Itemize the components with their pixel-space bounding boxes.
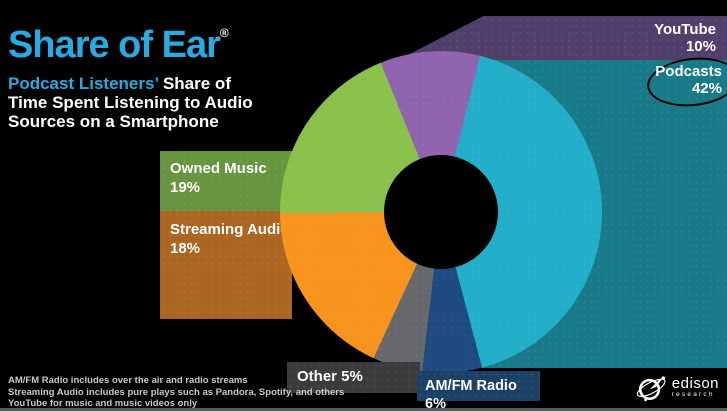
subtitle: Podcast Listeners’ Share of Time Spent L… [8, 74, 348, 131]
subtitle-line-1: Podcast Listeners’ Share of [8, 74, 348, 93]
edison-research-logo: edison research [634, 370, 719, 404]
subtitle-rest-1: Share of [158, 74, 231, 93]
title-text: Share of Ear [8, 24, 221, 66]
edison-logo-text: edison research [671, 374, 719, 398]
bottom-divider-bar [0, 408, 727, 411]
footnotes: AM/FM Radio includes over the air and ra… [8, 375, 344, 410]
footnote-streaming: Streaming Audio includes pure plays such… [8, 386, 345, 398]
registered-mark: ® [219, 26, 229, 40]
amfm-radio-callout: AM/FM Radio 6% [417, 371, 540, 411]
header: Share of Ear® Podcast Listeners’ Share o… [8, 12, 348, 131]
podcasts-label-block: Podcasts 42% [655, 63, 722, 97]
youtube-label: YouTube [654, 21, 716, 38]
subtitle-line-2: Time Spent Listening to Audio [8, 93, 253, 112]
edison-logo-sub: research [671, 390, 715, 398]
footnote-amfm: AM/FM Radio includes over the air and ra… [8, 375, 248, 386]
podcasts-label: Podcasts [655, 63, 722, 80]
streaming-audio-percent: 18% [170, 240, 201, 257]
page-title: Share of Ear® [8, 12, 348, 66]
streaming-audio-callout: Streaming Audio 18% [160, 211, 292, 319]
donut-hole [384, 155, 498, 269]
other-callout: Other 5% [287, 362, 420, 393]
owned-music-label: Owned Music [170, 160, 267, 177]
podcasts-percent: 42% [691, 80, 722, 97]
amfm-radio-label: AM/FM Radio 6% [425, 378, 517, 411]
youtube-label-block: YouTube 10% [654, 21, 716, 55]
owned-music-callout: Owned Music 19% [160, 151, 292, 211]
edison-logo-name: edison [671, 374, 719, 392]
owned-music-percent: 19% [170, 179, 201, 196]
subtitle-highlight: Podcast Listeners’ [8, 74, 159, 93]
edison-logo-icon [636, 376, 666, 402]
streaming-audio-label: Streaming Audio [170, 221, 290, 238]
footnote-youtube: YouTube for music and music videos only [8, 398, 198, 409]
youtube-percent: 10% [685, 38, 716, 55]
subtitle-line-3: Sources on a Smartphone [8, 112, 219, 131]
other-label: Other 5% [297, 368, 363, 385]
